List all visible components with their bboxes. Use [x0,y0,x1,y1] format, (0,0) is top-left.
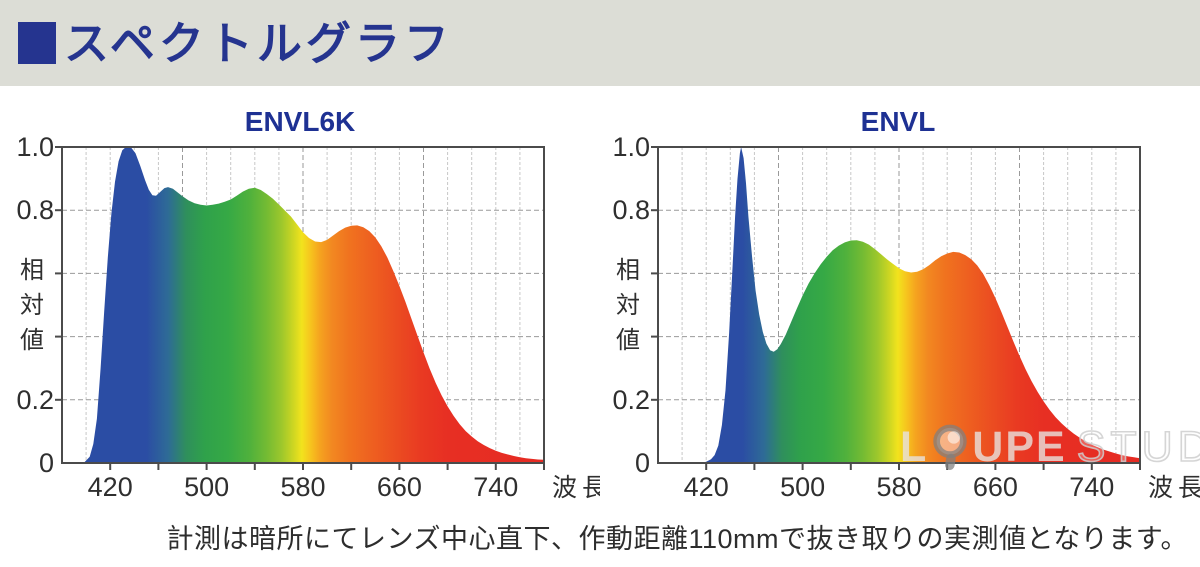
chart-title-envl6k: ENVL6K [244,106,356,137]
x-tick-label: 740 [1069,472,1114,502]
x-tick-label: 660 [377,472,422,502]
spectrum-area-envl [658,147,1140,463]
y-axis-label-char: 対 [20,292,44,319]
y-tick-label: 1.0 [16,132,54,162]
section-header: スペクトルグラフ [0,0,1200,86]
page-title: スペクトルグラフ [64,17,453,69]
spectrum-area-envl6k [62,147,544,463]
y-axis-label-char: 値 [616,327,640,354]
y-tick-label: 0.2 [16,385,54,415]
header-bullet-square [18,22,56,64]
x-tick-label: 500 [780,472,825,502]
x-tick-label: 660 [973,472,1018,502]
y-axis-label-char: 対 [616,292,640,319]
x-tick-label: 420 [684,472,729,502]
chart-title-envl: ENVL [860,106,936,137]
y-tick-label: 0 [635,448,650,478]
y-axis-label-char: 値 [20,327,44,354]
y-axis-label-char: 相 [616,257,640,284]
x-tick-label: 420 [88,472,133,502]
y-tick-label: 0 [39,448,54,478]
measurement-note: 計測は暗所にてレンズ中心直下、作動距離110mmで抜き取りの実測値となります。 [166,524,1188,554]
y-tick-label: 0.8 [16,195,54,225]
y-axis-label-char: 相 [20,257,44,284]
x-tick-label: 740 [473,472,518,502]
y-tick-label: 1.0 [612,132,650,162]
x-tick-label: 580 [876,472,921,502]
y-tick-label: 0.2 [612,385,650,415]
y-tick-label: 0.8 [612,195,650,225]
x-tick-label: 500 [184,472,229,502]
x-tick-label: 580 [280,472,325,502]
x-axis-label: 波長 [1148,474,1200,502]
x-axis-label: 波長 [552,474,600,502]
